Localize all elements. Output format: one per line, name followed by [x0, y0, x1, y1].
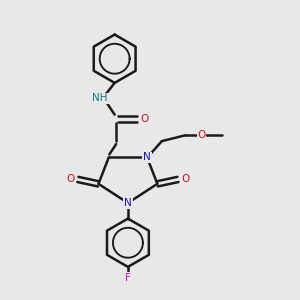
Text: O: O — [181, 174, 190, 184]
Text: NH: NH — [92, 94, 108, 103]
Text: N: N — [143, 152, 151, 162]
Text: F: F — [125, 273, 131, 283]
Text: O: O — [197, 130, 206, 140]
Text: N: N — [124, 198, 132, 208]
Text: O: O — [66, 174, 75, 184]
Text: O: O — [140, 114, 148, 124]
